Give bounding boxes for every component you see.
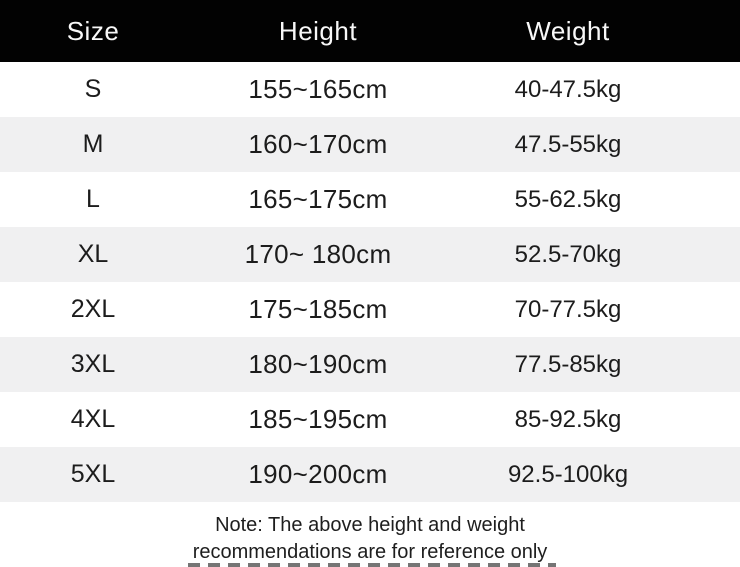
table-row-4xl: 4XL 185~195cm 85-92.5kg (0, 392, 740, 447)
size-cell: 2XL (70, 295, 116, 323)
height-cell: 160~170cm (248, 129, 388, 159)
height-cell: 155~165cm (248, 74, 388, 104)
height-cell: 175~185cm (248, 294, 388, 324)
height-cell: 190~200cm (248, 459, 388, 489)
weight-cell: 92.5-100kg (507, 460, 629, 488)
size-cell: 3XL (70, 350, 116, 378)
table-row-5xl: 5XL 190~200cm 92.5-100kg (0, 447, 740, 502)
size-cell: 5XL (70, 460, 116, 488)
weight-cell: 47.5-55kg (514, 130, 622, 158)
weight-cell: 85-92.5kg (514, 405, 622, 433)
weight-cell: 55-62.5kg (514, 185, 622, 213)
table-row-3xl: 3XL 180~190cm 77.5-85kg (0, 337, 740, 392)
table-row-m: M 160~170cm 47.5-55kg (0, 117, 740, 172)
size-chart-body: S 155~165cm 40-47.5kg M 160~170cm 47.5-5… (0, 62, 740, 502)
size-cell: L (86, 185, 100, 213)
table-row-l: L 165~175cm 55-62.5kg (0, 172, 740, 227)
reference-note: Note: The above height and weight recomm… (0, 502, 740, 566)
column-header-size: Size (66, 15, 120, 46)
weight-cell: 70-77.5kg (514, 295, 622, 323)
table-row-s: S 155~165cm 40-47.5kg (0, 62, 740, 117)
weight-cell: 52.5-70kg (514, 240, 622, 268)
height-cell: 180~190cm (248, 349, 388, 379)
column-header-weight: Weight (526, 15, 610, 46)
weight-cell: 40-47.5kg (514, 75, 622, 103)
size-chart-header-row: Size Height Weight (0, 0, 740, 62)
reference-note-line1: Note: The above height and weight (215, 514, 525, 536)
height-cell: 165~175cm (248, 184, 388, 214)
column-header-height: Height (278, 15, 358, 46)
size-cell: 4XL (70, 405, 116, 433)
size-cell: S (84, 75, 102, 103)
height-cell: 170~ 180cm (244, 239, 392, 269)
size-cell: M (82, 130, 104, 158)
clipped-text-remnant (188, 563, 556, 567)
size-cell: XL (77, 240, 109, 268)
reference-note-line2: recommendations are for reference only (192, 541, 548, 563)
table-row-xl: XL 170~ 180cm 52.5-70kg (0, 227, 740, 282)
height-cell: 185~195cm (248, 404, 388, 434)
table-row-2xl: 2XL 175~185cm 70-77.5kg (0, 282, 740, 337)
weight-cell: 77.5-85kg (514, 350, 622, 378)
